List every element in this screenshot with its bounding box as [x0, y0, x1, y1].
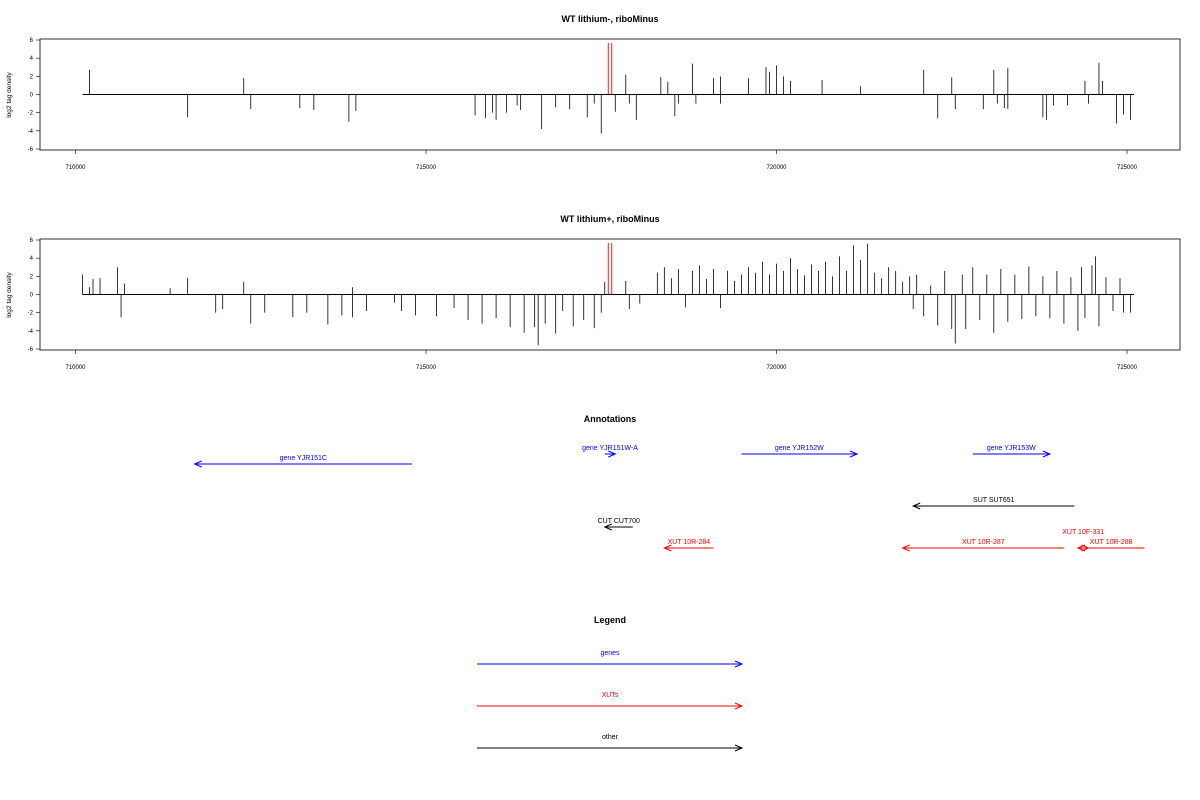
x-tick-label: 715000	[416, 165, 437, 171]
annotation-label: gene YJR152W	[775, 445, 824, 452]
x-tick-label: 710000	[65, 365, 86, 371]
legend-arrow	[477, 660, 744, 668]
plot-panel-lithium-plus: WT lithium+, riboMinus log2 tag density …	[6, 214, 1181, 371]
y-tick-label: 4	[30, 56, 34, 62]
y-tick-label: -2	[28, 111, 34, 117]
y-axis: 6 4 2 0 -2 -4 -6	[28, 38, 40, 153]
position-marker	[607, 243, 613, 295]
annotations-title: Annotations	[584, 414, 637, 424]
y-tick-label: -6	[28, 347, 34, 353]
x-tick-label: 720000	[766, 165, 787, 171]
plot-panel-lithium-minus: WT lithium-, riboMinus log2 tag density …	[6, 14, 1181, 171]
plot-title: WT lithium+, riboMinus	[560, 214, 659, 224]
annotation-label: gene YJR151W-A	[582, 445, 638, 452]
y-tick-label: -4	[28, 129, 34, 135]
legend-label: other	[602, 734, 619, 741]
y-tick-label: 2	[30, 274, 34, 280]
y-tick-label: 4	[30, 256, 34, 262]
y-axis-label: log2 tag density	[6, 271, 13, 317]
x-tick-label: 715000	[416, 365, 437, 371]
annotation-label: XUT 10F-331	[1062, 529, 1104, 536]
annotation-label: CUT CUT700	[598, 518, 640, 525]
annotation-label: gene YJR151C	[280, 455, 327, 462]
annotation-label: XUT 10R-284	[668, 539, 711, 546]
annotation-label: SUT SUT651	[973, 497, 1015, 504]
annotation-arrow	[603, 523, 633, 531]
annotation-label: gene YJR153W	[987, 445, 1036, 452]
annotation-arrow	[193, 460, 412, 468]
y-tick-label: -4	[28, 329, 34, 335]
y-tick-label: 6	[30, 238, 34, 244]
y-tick-label: 0	[30, 93, 34, 99]
y-tick-label: 0	[30, 293, 34, 299]
annotation-arrow	[1076, 544, 1145, 552]
legend-title: Legend	[594, 615, 626, 625]
legend-items: genes XUTs other	[477, 650, 744, 752]
annotation-label: XUT 10R-288	[1090, 539, 1133, 546]
legend-label: XUTs	[602, 692, 619, 699]
legend-arrow	[477, 744, 744, 752]
x-tick-label: 720000	[766, 365, 787, 371]
annotation-arrow	[901, 544, 1064, 552]
annotation-arrow	[663, 544, 714, 552]
y-tick-label: 2	[30, 74, 34, 80]
x-tick-label: 710000	[65, 165, 86, 171]
x-axis: 710000 715000 720000 725000	[65, 350, 1138, 371]
density-bars	[82, 243, 1135, 346]
legend-panel: Legend genes XUTs other	[477, 615, 744, 752]
x-axis: 710000 715000 720000 725000	[65, 150, 1138, 171]
legend-label: genes	[600, 650, 620, 657]
y-tick-label: -6	[28, 147, 34, 153]
y-axis: 6 4 2 0 -2 -4 -6	[28, 238, 40, 353]
plot-title: WT lithium-, riboMinus	[562, 14, 659, 24]
annotation-label: XUT 10R-287	[962, 539, 1005, 546]
y-tick-label: -2	[28, 311, 34, 317]
annotation-features: gene YJR151C gene YJR151W-A gene YJR152W ge…	[193, 445, 1145, 552]
annotation-arrow	[604, 450, 617, 458]
y-tick-label: 6	[30, 38, 34, 44]
x-tick-label: 725000	[1117, 365, 1138, 371]
annotation-arrow	[911, 502, 1075, 510]
annotation-arrow	[972, 450, 1052, 458]
y-axis-label: log2 tag density	[6, 71, 13, 117]
annotation-arrow	[741, 450, 859, 458]
x-tick-label: 725000	[1117, 165, 1138, 171]
position-marker	[607, 43, 613, 95]
legend-arrow	[477, 702, 744, 710]
